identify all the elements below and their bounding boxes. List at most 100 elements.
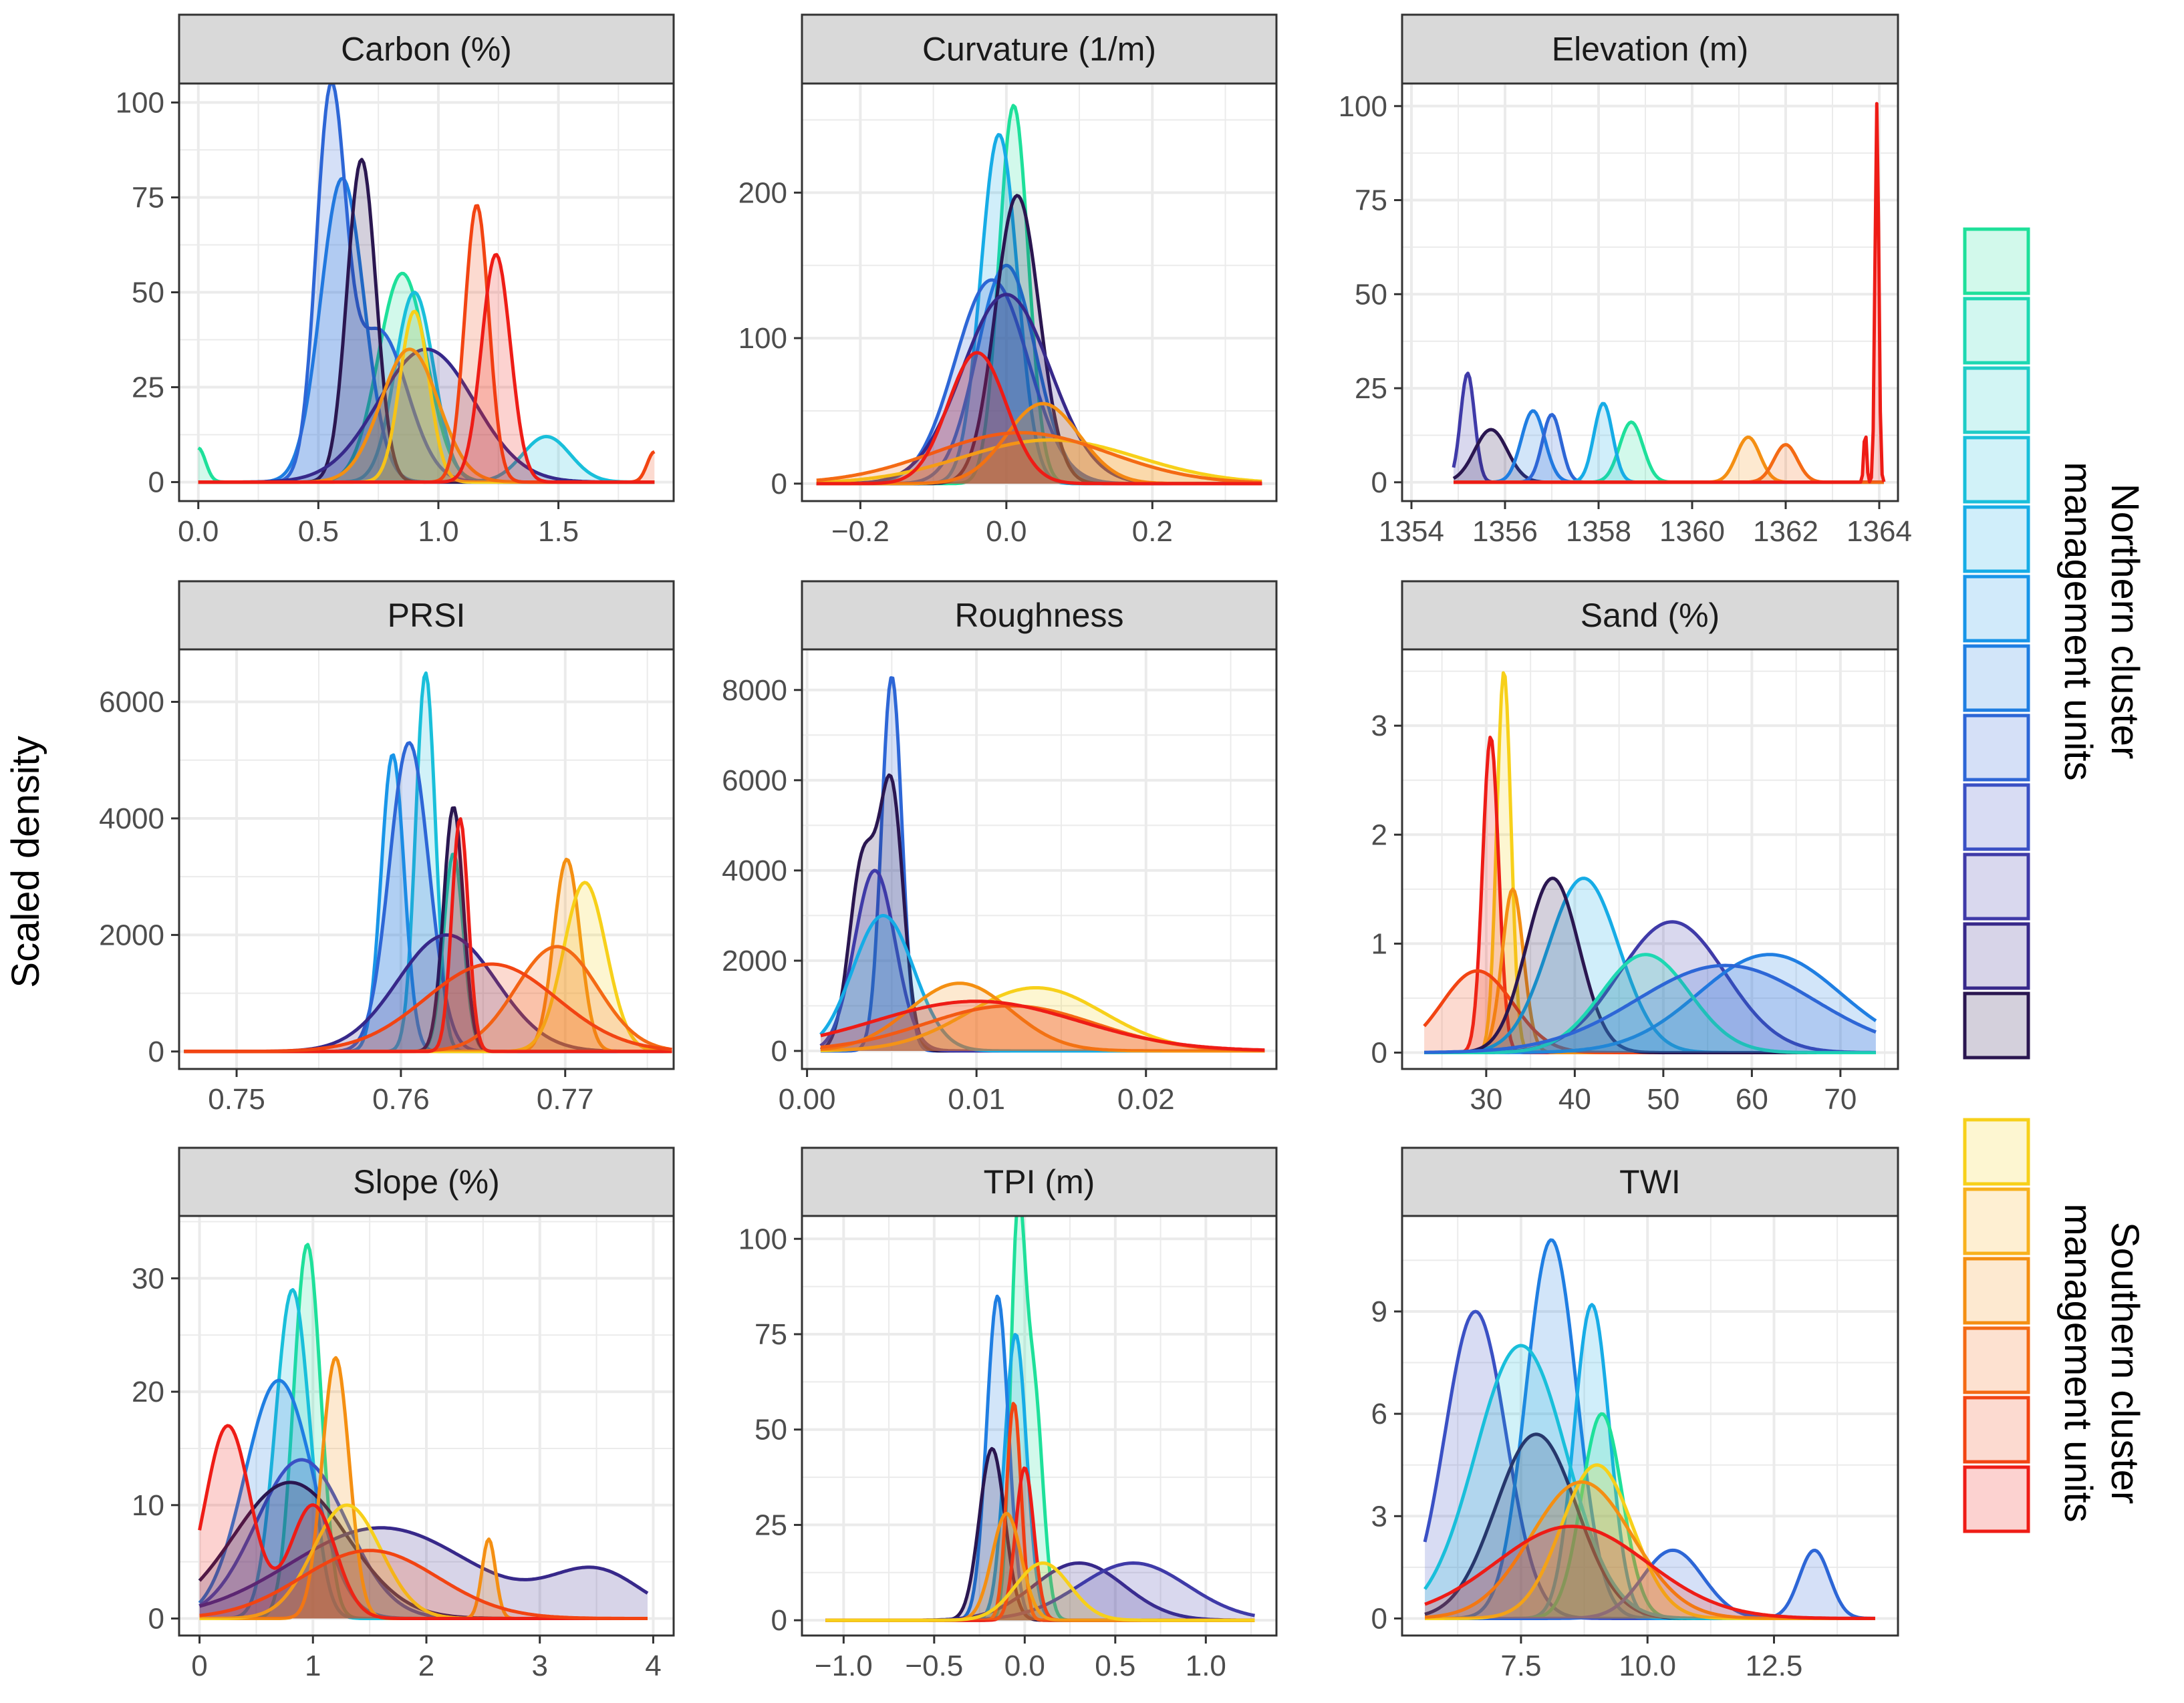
facet-strip (801, 1146, 1278, 1217)
facet-strip (1401, 580, 1899, 651)
x-tick-label: 0.77 (537, 1083, 594, 1116)
legend-southern-group: Southern cluster management units (1963, 1118, 2147, 1533)
x-tick-label: 1364 (1847, 515, 1912, 548)
y-tick-label: 2000 (99, 919, 164, 951)
legend-key-9 (1963, 853, 2030, 921)
y-tick-label: 25 (755, 1509, 787, 1541)
legend-key-4 (1963, 1396, 2030, 1464)
density-line-8 (1424, 953, 1876, 1054)
x-tick-label: 50 (1647, 1083, 1679, 1116)
facet-strip-title: Slope (%) (353, 1163, 500, 1201)
y-tick-label: 0 (148, 1036, 164, 1068)
y-axis-ticks: 0 3 6 9 (1371, 1295, 1402, 1635)
y-tick-label: 25 (132, 371, 164, 404)
x-tick-label: 1.0 (1186, 1650, 1226, 1682)
density-area-5 (820, 983, 1265, 1051)
x-tick-label: 40 (1558, 1083, 1591, 1116)
density-line-5 (198, 1526, 649, 1608)
density-curves (1423, 671, 1877, 1054)
legend-southern-title-line2: management units (2056, 1203, 2100, 1522)
legend-key-3 (1963, 1326, 2030, 1394)
x-tick-label: 0.0 (1004, 1650, 1045, 1682)
legend-key-5 (1963, 575, 2030, 643)
y-tick-label: 0 (1371, 1602, 1387, 1635)
y-tick-label: 0 (771, 1604, 787, 1637)
density-line-9 (1424, 1525, 1875, 1620)
panel-2: Elevation (m) 1354 1356 1358 1360 1362 1364 0 25… (1339, 13, 1912, 548)
y-tick-label: 6000 (99, 686, 164, 719)
x-tick-label: 0.75 (208, 1083, 265, 1116)
y-tick-label: 30 (132, 1262, 164, 1295)
density-area-1 (199, 1289, 648, 1619)
density-area-7 (816, 404, 1262, 484)
facet-strip-title: TPI (m) (984, 1163, 1095, 1201)
density-area-0 (1425, 1311, 1875, 1619)
density-area-7 (198, 349, 655, 482)
facet-strip-title: Sand (%) (1581, 597, 1720, 634)
x-tick-label: 3 (531, 1650, 547, 1682)
x-axis-ticks: 0.75 0.76 0.77 (208, 1069, 594, 1116)
density-area-3 (198, 82, 655, 482)
x-axis-ticks: −1.0 −0.5 0.0 0.5 1.0 (815, 1636, 1226, 1682)
y-tick-label: 100 (738, 322, 787, 355)
x-axis-ticks: −0.2 0.0 0.2 (831, 501, 1173, 548)
y-tick-label: 100 (1339, 90, 1387, 123)
legend-key-0 (1963, 1118, 2030, 1186)
x-tick-label: 1.5 (538, 515, 579, 548)
facet-strip-title: Roughness (955, 597, 1124, 634)
y-axis-label: Scaled density (4, 736, 47, 987)
density-area-5 (199, 1527, 648, 1619)
y-axis-ticks: 0 2000 4000 6000 8000 (722, 674, 802, 1068)
density-area-4 (820, 987, 1265, 1051)
y-tick-label: 0 (148, 466, 164, 499)
density-area-3 (1454, 414, 1884, 482)
y-tick-label: 2000 (722, 945, 787, 977)
facet-strip (1401, 13, 1899, 85)
y-tick-label: 0 (1371, 466, 1387, 499)
density-area-1 (198, 292, 655, 482)
density-area-7 (1424, 954, 1876, 1053)
panel-7: TPI (m) −1.0 −0.5 0.0 0.5 1.0 0 25 50 75 100 (738, 1146, 1278, 1682)
legend-key-0 (1963, 227, 2030, 295)
x-tick-label: 1354 (1379, 515, 1444, 548)
legend-key-8 (1963, 783, 2030, 851)
panel-4: Roughness 0.00 0.01 0.02 0 2000 4000 6000 8000 (722, 580, 1278, 1116)
x-tick-label: 7.5 (1500, 1650, 1541, 1682)
legend-key-1 (1963, 1187, 2030, 1255)
y-tick-label: 0 (1371, 1037, 1387, 1070)
legend-northern-title-line2: management units (2056, 462, 2100, 780)
y-axis-ticks: 0 25 50 75 100 (738, 1223, 802, 1637)
density-curves (1423, 1238, 1875, 1620)
y-tick-label: 75 (1355, 184, 1387, 217)
legend: Northern cluster management units Southe… (1963, 227, 2147, 1533)
legend-key-2 (1963, 366, 2030, 434)
x-tick-label: 70 (1824, 1083, 1857, 1116)
y-tick-label: 50 (132, 277, 164, 309)
density-area-6 (820, 1005, 1265, 1051)
panel-5: Sand (%) 30 40 50 60 70 0 1 2 3 (1371, 580, 1899, 1116)
density-curves (1452, 102, 1886, 484)
y-tick-label: 0 (148, 1603, 164, 1636)
panel-3: PRSI 0.75 0.76 0.77 0 2000 4000 6000 (99, 580, 675, 1116)
density-line-5 (820, 981, 1265, 1053)
y-axis-ticks: 0 25 50 75 100 (1339, 90, 1402, 499)
density-area-6 (816, 440, 1262, 484)
x-tick-label: −0.2 (831, 515, 890, 548)
x-tick-label: 0.5 (298, 515, 339, 548)
density-area-9 (199, 1550, 648, 1619)
y-tick-label: 3 (1371, 710, 1387, 742)
legend-southern-title-line1: Southern cluster (2103, 1222, 2147, 1504)
x-tick-label: 0.0 (986, 515, 1027, 548)
legend-key-1 (1963, 297, 2030, 365)
x-tick-label: 2 (418, 1650, 434, 1682)
density-area-0 (825, 1195, 1255, 1621)
x-tick-label: 0.0 (178, 515, 219, 548)
y-tick-label: 75 (132, 181, 164, 214)
x-axis-ticks: 30 40 50 60 70 (1470, 1069, 1857, 1116)
legend-key-6 (1963, 644, 2030, 712)
y-tick-label: 4000 (99, 802, 164, 835)
y-tick-label: 100 (738, 1223, 787, 1255)
x-tick-label: 10.0 (1619, 1650, 1676, 1682)
legend-key-11 (1963, 991, 2030, 1060)
panel-8: TWI 7.5 10.0 12.5 0 3 6 9 (1371, 1146, 1899, 1682)
